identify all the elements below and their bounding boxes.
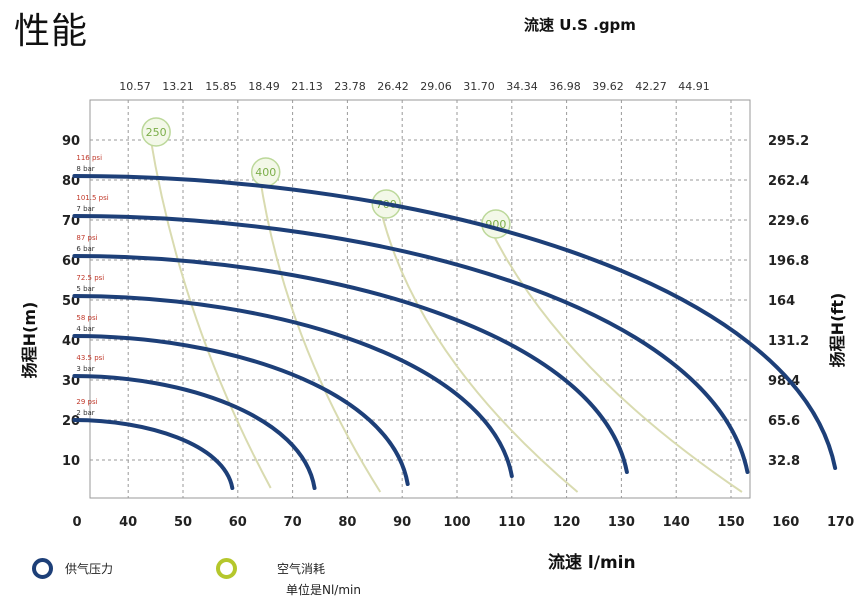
right-tick-label: 295.2	[768, 134, 809, 149]
top-tick-label: 44.91	[678, 80, 710, 93]
top-tick-label: 29.06	[420, 80, 452, 93]
x-tick-label: 90	[393, 515, 411, 530]
pressure-curves	[72, 174, 838, 490]
legend-air-unit: 单位是Nl/min	[286, 583, 361, 597]
x-tick-label: 70	[284, 515, 302, 530]
bar-label: 7 bar	[76, 205, 94, 213]
bottom-axis-ticks: 0 40 50 60 70 80 90 100 110 120 130 140 150 160 170	[72, 515, 854, 530]
bar-label: 3 bar	[76, 365, 94, 373]
pressure-curve	[72, 374, 317, 490]
pressure-curve	[72, 418, 235, 490]
y-tick-label: 10	[62, 454, 80, 469]
x-tick-label: 60	[229, 515, 247, 530]
top-axis-ticks: 10.57 13.21 15.85 18.49 21.13 23.78 26.42 29.06…	[119, 80, 710, 93]
bar-label: 5 bar	[76, 285, 94, 293]
top-axis-title: 流速 U.S .gpm	[524, 16, 636, 34]
top-tick-label: 15.85	[205, 80, 237, 93]
green-ring-icon	[216, 558, 237, 579]
bar-label: 2 bar	[76, 409, 94, 417]
psi-label: 43.5 psi	[76, 354, 104, 362]
y-tick-label: 90	[62, 134, 80, 149]
page-title: 性能	[14, 11, 89, 52]
x-tick-label: 80	[338, 515, 356, 530]
top-tick-label: 31.70	[463, 80, 495, 93]
psi-label: 72.5 psi	[76, 274, 104, 282]
bar-label: 8 bar	[76, 165, 94, 173]
top-tick-label: 39.62	[592, 80, 624, 93]
x-tick-label: 40	[119, 515, 137, 530]
right-tick-label: 229.6	[768, 214, 809, 229]
top-tick-label: 23.78	[334, 80, 366, 93]
x-tick-label: 130	[608, 515, 635, 530]
pressure-curve	[72, 334, 410, 486]
bottom-axis-title: 流速 l/min	[548, 553, 636, 573]
y-tick-label: 20	[62, 414, 80, 429]
x-tick-label: 140	[663, 515, 690, 530]
x-tick-label: 150	[717, 515, 744, 530]
pressure-curve	[72, 214, 750, 474]
psi-label: 87 psi	[76, 234, 97, 242]
psi-label: 101.5 psi	[76, 194, 108, 202]
top-tick-label: 42.27	[635, 80, 667, 93]
psi-label: 29 psi	[76, 398, 97, 406]
top-tick-label: 18.49	[248, 80, 280, 93]
air-consumption-value: 400	[255, 166, 276, 179]
right-tick-label: 196.8	[768, 254, 809, 269]
legend-air-label: 空气消耗	[277, 562, 326, 576]
pressure-curve	[72, 174, 838, 470]
right-tick-label: 164	[768, 294, 795, 309]
top-tick-label: 10.57	[119, 80, 151, 93]
top-tick-label: 26.42	[377, 80, 409, 93]
x-tick-label: 120	[553, 515, 580, 530]
top-tick-label: 13.21	[162, 80, 194, 93]
bar-label: 6 bar	[76, 245, 94, 253]
x-tick-label: 110	[498, 515, 525, 530]
right-tick-label: 262.4	[768, 174, 809, 189]
pressure-labels: 116 psi 8 bar 101.5 psi 7 bar 87 psi 6 bar 72.…	[76, 154, 108, 417]
x-tick-label: 0	[72, 515, 81, 530]
legend-supply-label: 供气压力	[65, 562, 114, 576]
air-consumption-badge	[141, 117, 171, 147]
bar-label: 4 bar	[76, 325, 94, 333]
air-consumption-line	[258, 175, 382, 493]
pressure-curve	[72, 294, 514, 478]
psi-label: 116 psi	[76, 154, 102, 162]
x-tick-label: 160	[772, 515, 799, 530]
grid	[90, 100, 750, 498]
x-tick-label: 100	[443, 515, 470, 530]
psi-label: 58 psi	[76, 314, 97, 322]
top-tick-label: 21.13	[291, 80, 323, 93]
top-tick-label: 34.34	[506, 80, 538, 93]
top-tick-label: 36.98	[549, 80, 581, 93]
right-tick-label: 32.8	[768, 454, 800, 469]
legend-supply-pressure: 供气压力	[32, 558, 113, 579]
blue-ring-icon	[32, 558, 53, 579]
left-axis-title: 扬程H(m)	[20, 301, 39, 379]
legend-air-consumption: 空气消耗 单位是Nl/min	[216, 558, 361, 598]
plot-area	[89, 99, 751, 499]
x-tick-label: 50	[174, 515, 192, 530]
right-axis-title: 扬程H(ft)	[828, 292, 847, 368]
right-tick-label: 65.6	[768, 414, 800, 429]
air-consumption-value: 250	[146, 126, 167, 139]
pressure-curve	[72, 254, 629, 474]
air-consumption-line	[488, 227, 743, 493]
right-tick-label: 131.2	[768, 334, 809, 349]
x-tick-label: 170	[827, 515, 854, 530]
air-consumption-line	[149, 135, 272, 489]
